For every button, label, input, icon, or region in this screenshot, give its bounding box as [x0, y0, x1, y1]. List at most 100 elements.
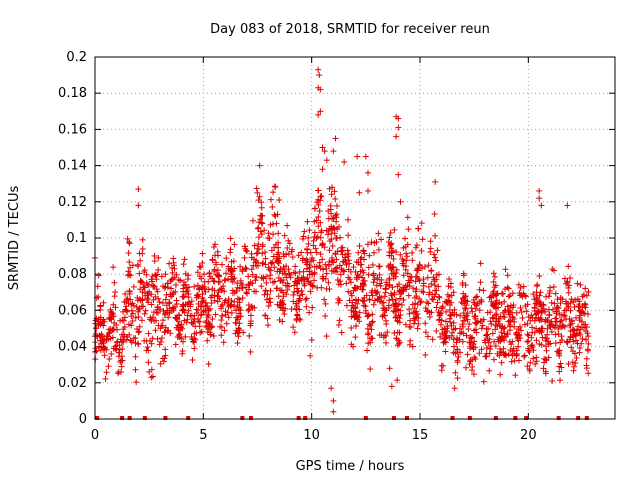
data-point — [254, 225, 261, 232]
data-point — [439, 303, 446, 310]
data-point — [237, 313, 244, 320]
data-point — [487, 318, 494, 325]
data-point — [216, 286, 223, 293]
data-point — [154, 288, 161, 295]
data-point — [237, 277, 244, 284]
data-point — [564, 279, 571, 286]
data-point — [456, 330, 463, 337]
data-point — [429, 291, 436, 298]
data-point — [364, 347, 371, 354]
data-point — [193, 306, 200, 313]
data-point — [411, 320, 418, 327]
data-point — [145, 299, 152, 306]
data-point — [190, 319, 197, 326]
data-point — [492, 300, 499, 307]
data-point — [291, 329, 298, 336]
data-point — [354, 271, 361, 278]
data-point — [376, 263, 383, 270]
data-point — [442, 348, 449, 355]
data-point — [160, 299, 167, 306]
data-point — [162, 346, 169, 353]
data-point — [147, 314, 154, 321]
data-point — [242, 247, 249, 254]
zero-point — [450, 416, 455, 420]
data-point — [357, 268, 364, 275]
data-point — [540, 305, 547, 312]
data-point — [501, 314, 508, 321]
data-point — [542, 370, 549, 377]
data-point — [375, 246, 382, 253]
data-point — [430, 296, 437, 303]
data-point — [497, 337, 504, 344]
data-point — [335, 295, 342, 302]
data-point — [391, 329, 398, 336]
data-point — [120, 326, 127, 333]
data-point — [173, 315, 180, 322]
data-point — [337, 271, 344, 278]
data-point — [172, 282, 179, 289]
data-point — [187, 312, 194, 319]
data-point — [395, 337, 402, 344]
data-point — [498, 324, 505, 331]
data-point — [330, 397, 337, 404]
data-point — [583, 324, 590, 331]
x-tick-label: 15 — [412, 428, 429, 443]
data-point — [413, 308, 420, 315]
data-point — [517, 284, 524, 291]
data-point — [538, 325, 545, 332]
data-point — [139, 296, 146, 303]
data-point — [214, 252, 221, 259]
x-tick-label: 0 — [91, 428, 99, 443]
data-point — [579, 335, 586, 342]
data-point — [325, 263, 332, 270]
data-point — [128, 322, 135, 329]
data-point — [491, 284, 498, 291]
data-point — [186, 299, 193, 306]
data-point — [268, 260, 275, 267]
data-point — [358, 261, 365, 268]
data-point — [201, 271, 208, 278]
data-point — [141, 289, 148, 296]
data-point — [406, 341, 413, 348]
data-point — [155, 266, 162, 273]
data-point — [116, 346, 123, 353]
data-point — [507, 346, 514, 353]
data-point — [267, 267, 274, 274]
data-point — [530, 355, 537, 362]
data-point — [569, 348, 576, 355]
data-point — [233, 314, 240, 321]
data-point — [325, 208, 332, 215]
data-point — [97, 306, 104, 313]
data-point — [517, 305, 524, 312]
data-point — [404, 270, 411, 277]
data-point — [192, 336, 199, 343]
data-point — [256, 162, 263, 169]
data-point — [252, 259, 259, 266]
data-point — [281, 311, 288, 318]
data-point — [565, 303, 572, 310]
data-point — [179, 301, 186, 308]
data-point — [167, 277, 174, 284]
data-point — [243, 289, 250, 296]
axis-ticks: 0 0.02 0.04 0.06 0.08 0.1 0.12 0.14 0.16 0.18 0.2 0… — [58, 50, 615, 443]
data-point — [359, 274, 366, 281]
data-point — [437, 321, 444, 328]
data-point — [390, 275, 397, 282]
data-point — [409, 249, 416, 256]
data-point — [319, 256, 326, 263]
data-point — [325, 279, 332, 286]
data-point — [418, 247, 425, 254]
data-point — [554, 348, 561, 355]
data-point — [447, 280, 454, 287]
data-point — [427, 238, 434, 245]
data-point — [558, 364, 565, 371]
data-point — [333, 218, 340, 225]
data-point — [504, 272, 511, 279]
data-point — [177, 327, 184, 334]
data-point — [258, 199, 265, 206]
data-point — [352, 334, 359, 341]
data-point — [259, 260, 266, 267]
zero-point — [296, 416, 301, 420]
data-point — [100, 316, 107, 323]
data-point — [564, 202, 571, 209]
